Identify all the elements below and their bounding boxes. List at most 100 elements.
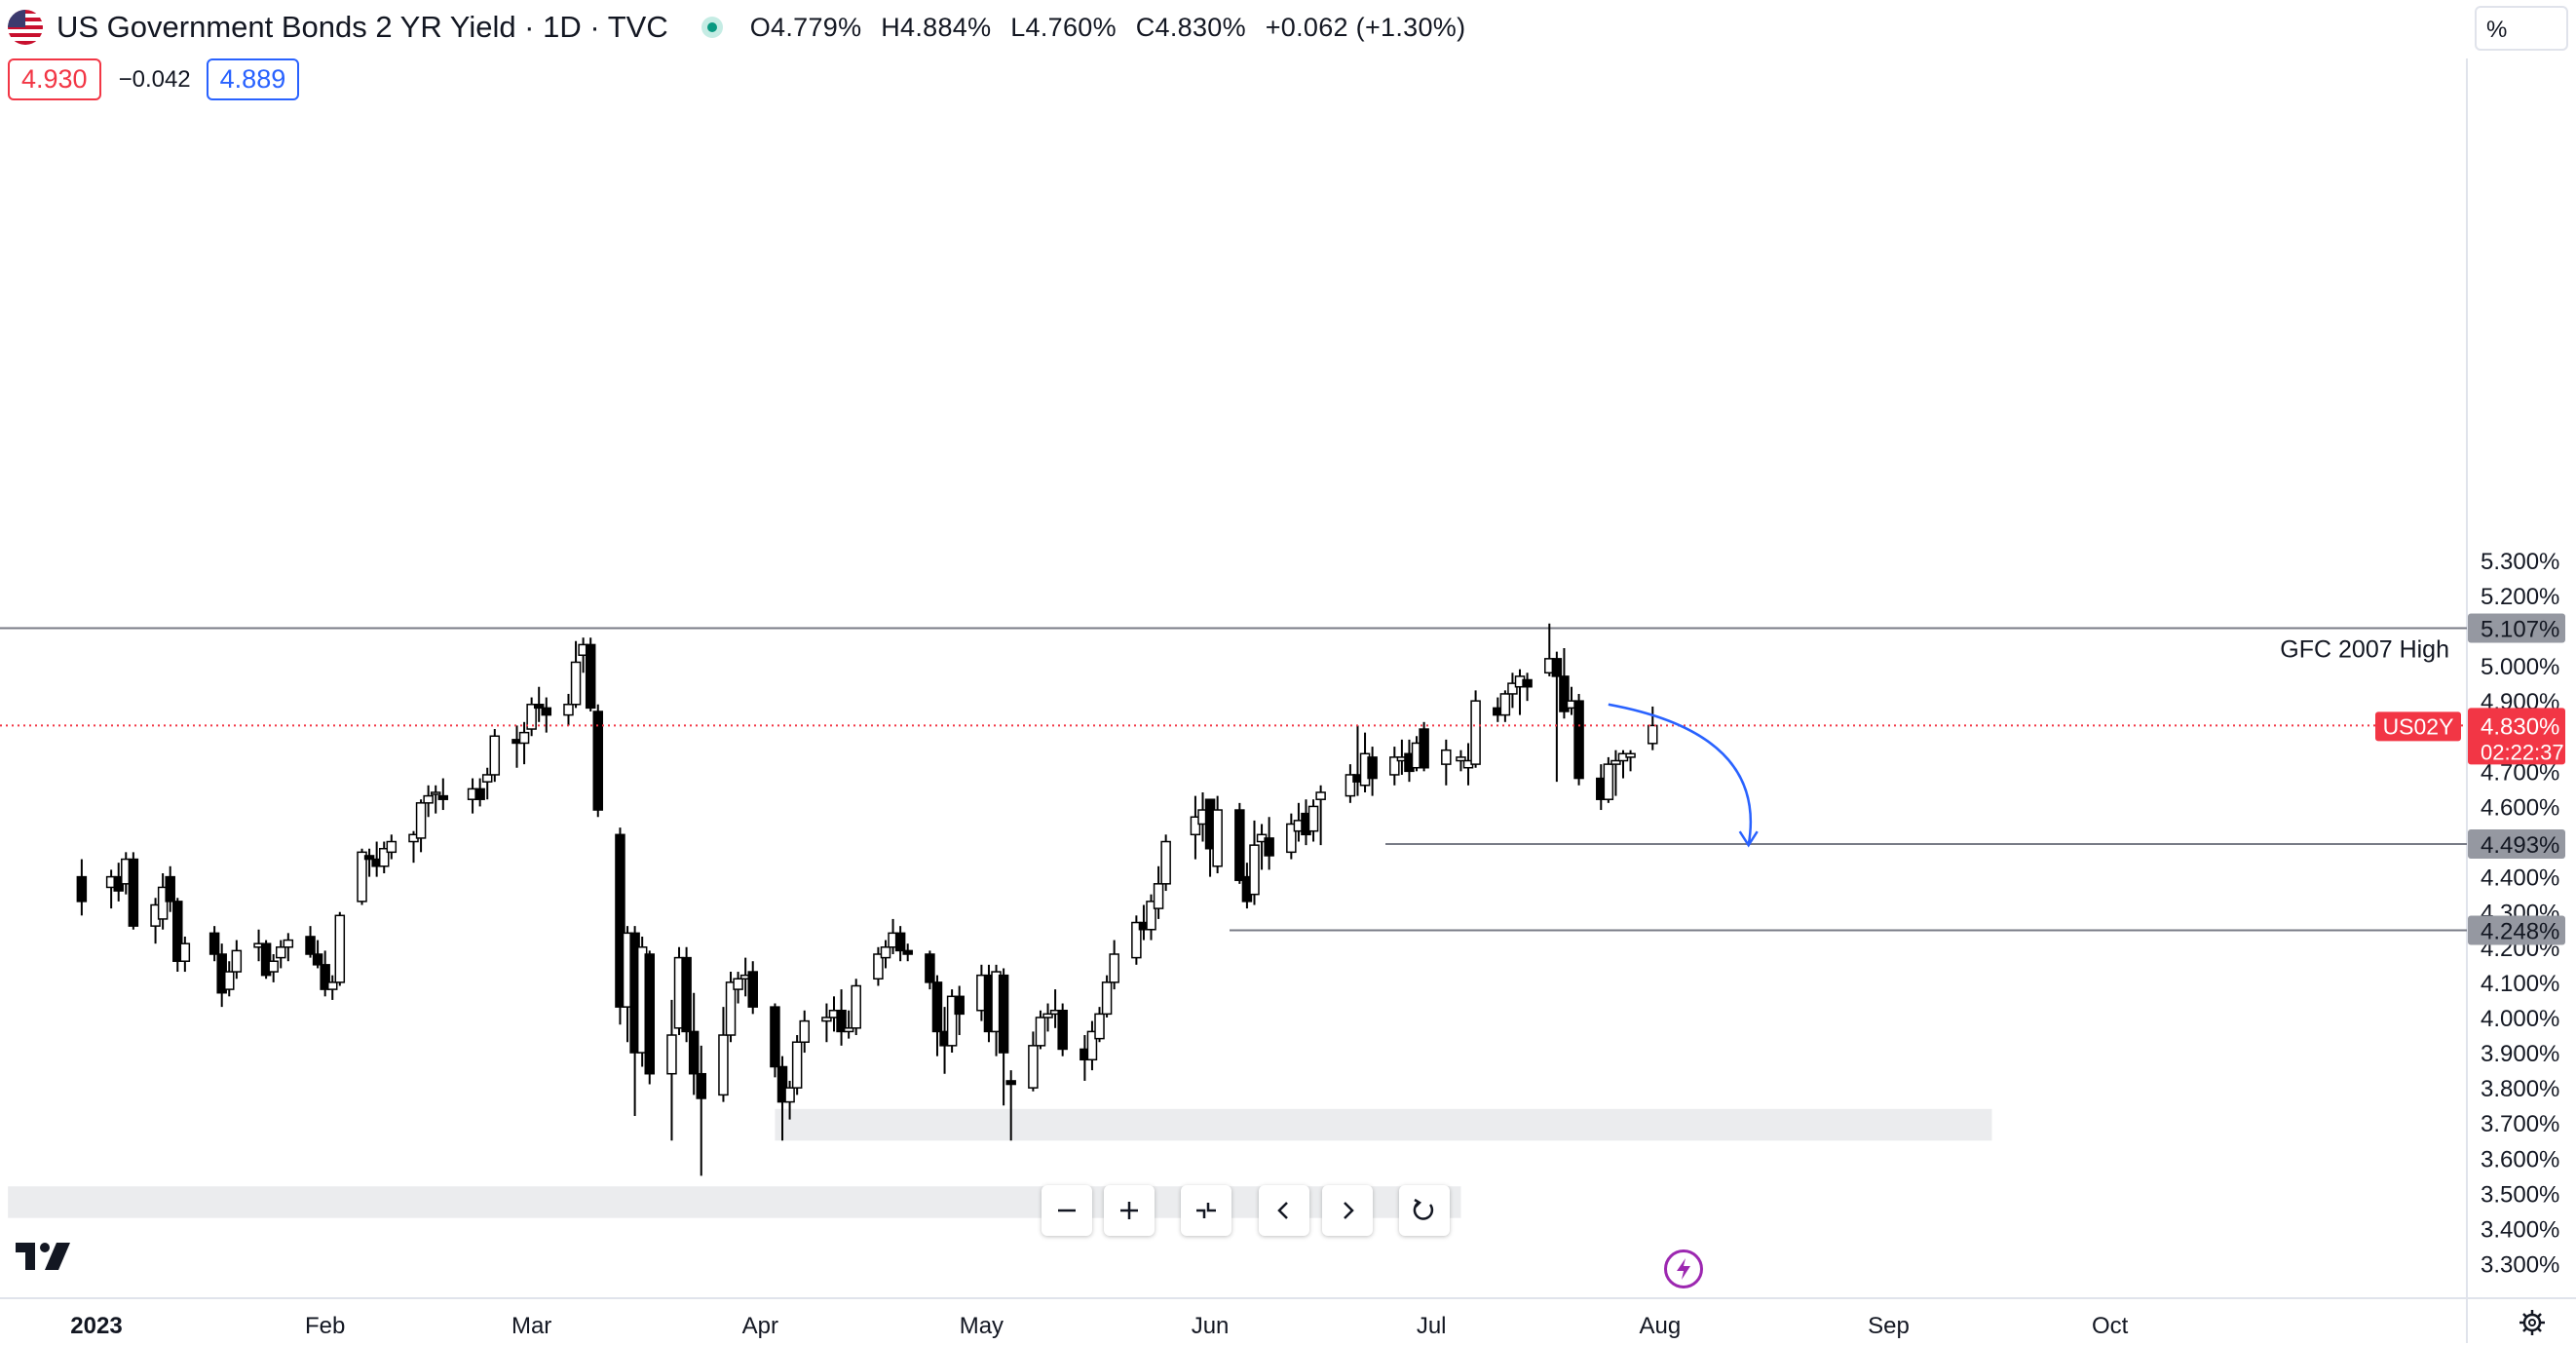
sell-button[interactable]: 4.930 — [8, 58, 101, 100]
symbol-title[interactable]: US Government Bonds 2 YR Yield · 1D · TV… — [57, 10, 668, 44]
candle-2023-04-24 — [925, 950, 935, 990]
candle-2023-01-30 — [305, 926, 316, 958]
x-tick-label: May — [960, 1313, 1004, 1339]
candle-2023-04-05 — [784, 1080, 795, 1120]
candle-2023-03-07 — [570, 640, 582, 709]
candle-2023-03-17 — [644, 950, 655, 1085]
y-tick-label: 3.500% — [2481, 1181, 2559, 1208]
candle-2023-03-24 — [696, 1045, 706, 1176]
candle-2023-02-02 — [326, 975, 338, 1000]
reset-chart-button[interactable] — [1399, 1185, 1450, 1236]
projection-arrowhead — [1738, 830, 1759, 848]
candle-2023-07-14 — [1522, 672, 1533, 702]
candle-2023-04-25 — [931, 975, 943, 1057]
candle-2023-01-17 — [208, 926, 220, 962]
price-axis[interactable]: 5.300%5.200%5.000%4.900%4.700%4.600%4.40… — [2375, 549, 2565, 1279]
chevron-right-icon — [1344, 1202, 1354, 1219]
time-axis[interactable]: 2023 Feb Mar Apr May Jun Jul Aug Sep Oct — [70, 1313, 2128, 1339]
candle-2023-02-28 — [518, 721, 530, 765]
candle-2023-01-26 — [276, 940, 286, 969]
candle-2023-05-25 — [1153, 865, 1164, 919]
projection-curve[interactable] — [1608, 703, 1753, 846]
chart-header: US Government Bonds 2 YR Yield · 1D · TV… — [0, 0, 1477, 55]
quote-row: 4.930 −0.042 4.889 — [8, 58, 300, 100]
candle-2023-02-01 — [320, 950, 330, 997]
candle-2023-05-26 — [1160, 834, 1171, 892]
candle-2023-05-09 — [1035, 1010, 1046, 1050]
x-tick-label: Sep — [1868, 1313, 1910, 1339]
supply-demand-zones — [8, 1108, 1992, 1218]
candle-2023-03-13 — [615, 827, 625, 1025]
candle-2023-03-31 — [747, 961, 758, 1015]
candle-2023-01-24 — [260, 940, 272, 980]
y-tick-label: 3.800% — [2481, 1076, 2559, 1102]
candle-2023-07-21 — [1573, 693, 1584, 786]
candle-2023-03-23 — [688, 992, 700, 1095]
refresh-icon — [1413, 1198, 1434, 1220]
candle-2023-01-12 — [172, 898, 183, 973]
candle-2023-01-13 — [179, 936, 191, 973]
settings-gear-icon[interactable] — [2518, 1308, 2547, 1345]
candle-2023-05-24 — [1146, 894, 1156, 941]
candle-2023-07-05 — [1456, 749, 1466, 772]
candle-2023-06-05 — [1234, 802, 1245, 884]
x-tick-label: Feb — [305, 1313, 345, 1339]
scale-percent-button[interactable]: % — [2475, 6, 2568, 51]
candle-2023-01-06 — [128, 852, 139, 930]
candle-2023-04-13 — [843, 1010, 854, 1039]
x-tick-label: Apr — [742, 1313, 778, 1339]
candle-2023-03-09 — [585, 637, 596, 711]
candle-2023-03-10 — [592, 704, 604, 818]
candle-2023-04-20 — [894, 926, 906, 962]
y-tick-label: 3.400% — [2481, 1217, 2559, 1244]
scroll-right-button[interactable] — [1322, 1185, 1373, 1236]
zoom-in-button[interactable] — [1104, 1185, 1155, 1236]
flash-icon[interactable] — [1664, 1249, 1703, 1288]
candle-2023-05-22 — [1131, 915, 1142, 965]
last-price-badge — [2468, 708, 2565, 765]
candle-2023-04-06 — [791, 1035, 803, 1095]
candle-2023-05-05 — [1005, 1070, 1016, 1141]
candle-2023-04-21 — [902, 943, 913, 962]
high-value: H4.884% — [881, 12, 992, 42]
market-status-icon[interactable] — [701, 17, 723, 38]
candle-2023-06-15 — [1307, 799, 1319, 842]
plus-icon — [1120, 1202, 1138, 1219]
candle-2023-05-16 — [1086, 1020, 1098, 1071]
tradingview-logo-icon[interactable] — [14, 1236, 76, 1285]
candle-2023-05-19 — [1109, 940, 1119, 990]
y-tick-label: 5.200% — [2481, 584, 2559, 610]
y-tick-label: 3.700% — [2481, 1111, 2559, 1137]
candle-2023-05-08 — [1028, 1031, 1039, 1092]
horizontal-levels: GFC 2007 High — [0, 627, 2467, 932]
reset-scale-button[interactable] — [1181, 1185, 1231, 1236]
candle-2023-04-18 — [880, 940, 891, 969]
candle-2023-03-29 — [733, 972, 743, 1004]
candle-2023-01-20 — [231, 940, 243, 980]
buy-button[interactable]: 4.889 — [206, 58, 300, 100]
level-axis-badge-0 — [2468, 613, 2565, 643]
y-tick-label: 5.000% — [2481, 654, 2559, 680]
collapse-icon — [1196, 1203, 1216, 1218]
minus-icon — [1058, 1209, 1076, 1212]
candle-2023-07-12 — [1507, 672, 1518, 709]
zoom-out-button[interactable] — [1042, 1185, 1092, 1236]
us-flag-icon — [8, 10, 43, 45]
symbol-badge — [2375, 711, 2461, 742]
ohlc-values: O4.779% H4.884% L4.760% C4.830% +0.062 (… — [750, 13, 1478, 43]
y-tick-label: 4.400% — [2481, 865, 2559, 892]
candle-2023-04-28 — [954, 985, 965, 1036]
candle-2023-01-25 — [268, 954, 279, 982]
candle-2023-03-20 — [666, 999, 677, 1141]
candle-2023-07-07 — [1470, 690, 1481, 768]
candle-2023-04-04 — [777, 1056, 788, 1141]
candle-2023-02-10 — [386, 834, 398, 860]
change-value: +0.062 (+1.30%) — [1265, 12, 1466, 42]
symbol-badge-label: US02Y — [2383, 713, 2454, 739]
candle-2023-04-17 — [873, 946, 884, 986]
candle-2023-06-12 — [1286, 813, 1297, 860]
scroll-left-button[interactable] — [1259, 1185, 1309, 1236]
candle-2023-02-24 — [489, 729, 501, 783]
candle-2023-07-11 — [1499, 690, 1511, 722]
